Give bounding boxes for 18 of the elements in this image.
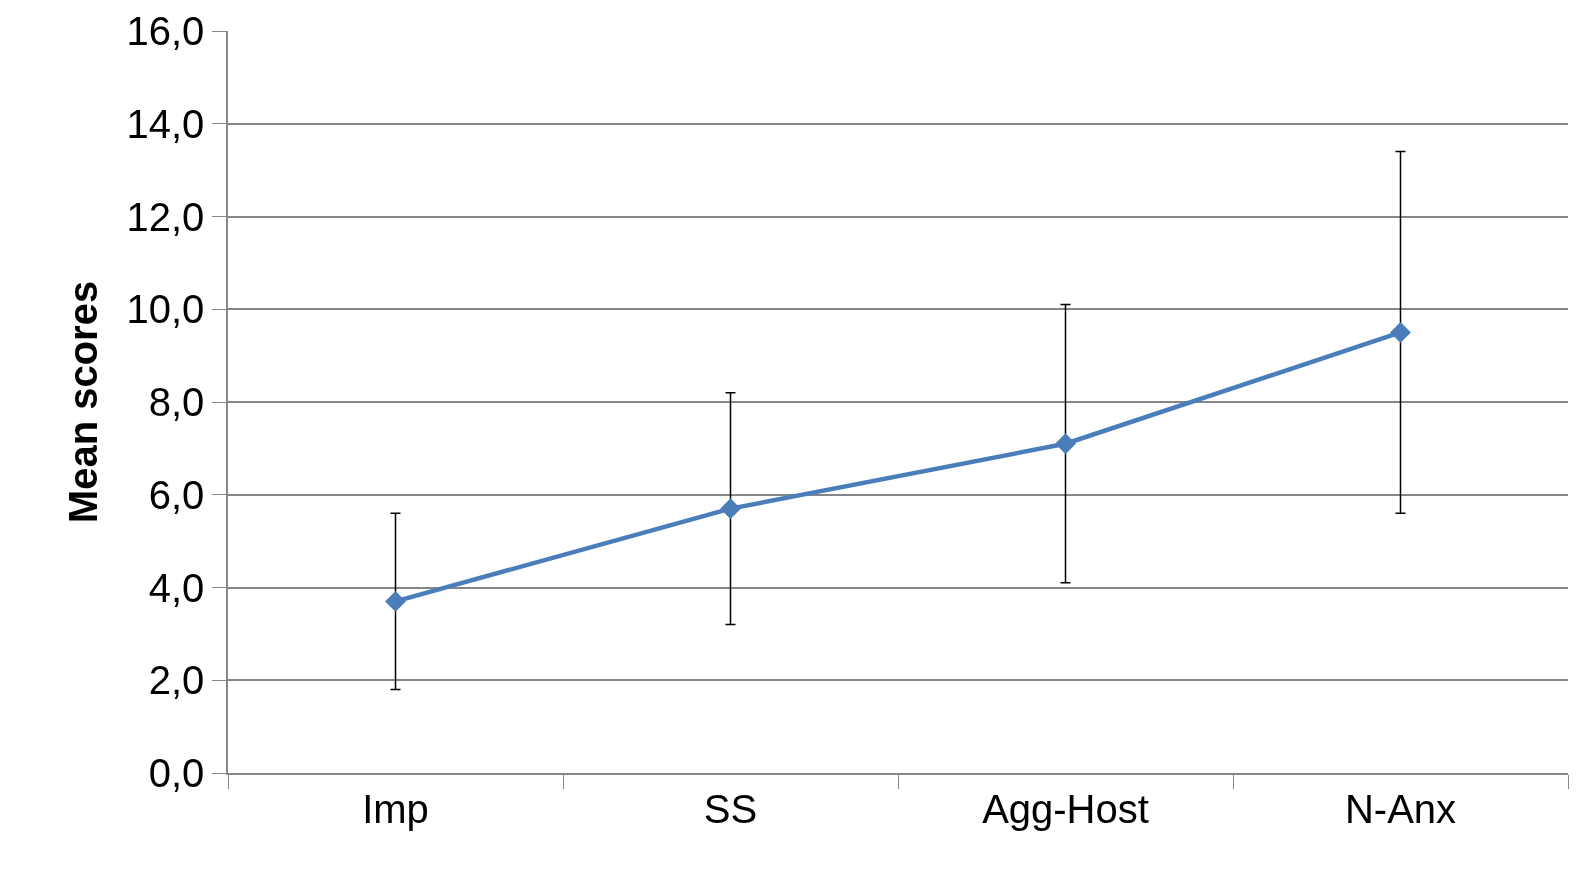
y-tick-label: 8,0 [148, 380, 205, 424]
y-tick-label: 10,0 [126, 287, 205, 332]
y-tick-label: 0,0 [148, 751, 205, 795]
point [720, 498, 741, 520]
point [1055, 433, 1076, 455]
y-tick-label: 14,0 [126, 101, 205, 146]
x-tick-label: Agg-Host [982, 786, 1149, 831]
y-tick-label: 4,0 [148, 565, 205, 610]
y-tick-label: 2,0 [148, 658, 205, 703]
point [1390, 322, 1411, 343]
x-tick-label: SS [703, 786, 758, 831]
y-tick-label: 12,0 [126, 194, 205, 239]
y-tick-label: 6,0 [148, 472, 205, 517]
x-tick-label: N-Anx [1344, 786, 1457, 831]
x-tick-label: Imp [362, 786, 429, 831]
y-tick-label: 16,0 [126, 9, 205, 53]
point [385, 591, 406, 612]
y-axis-title: Mean scores [61, 280, 106, 524]
